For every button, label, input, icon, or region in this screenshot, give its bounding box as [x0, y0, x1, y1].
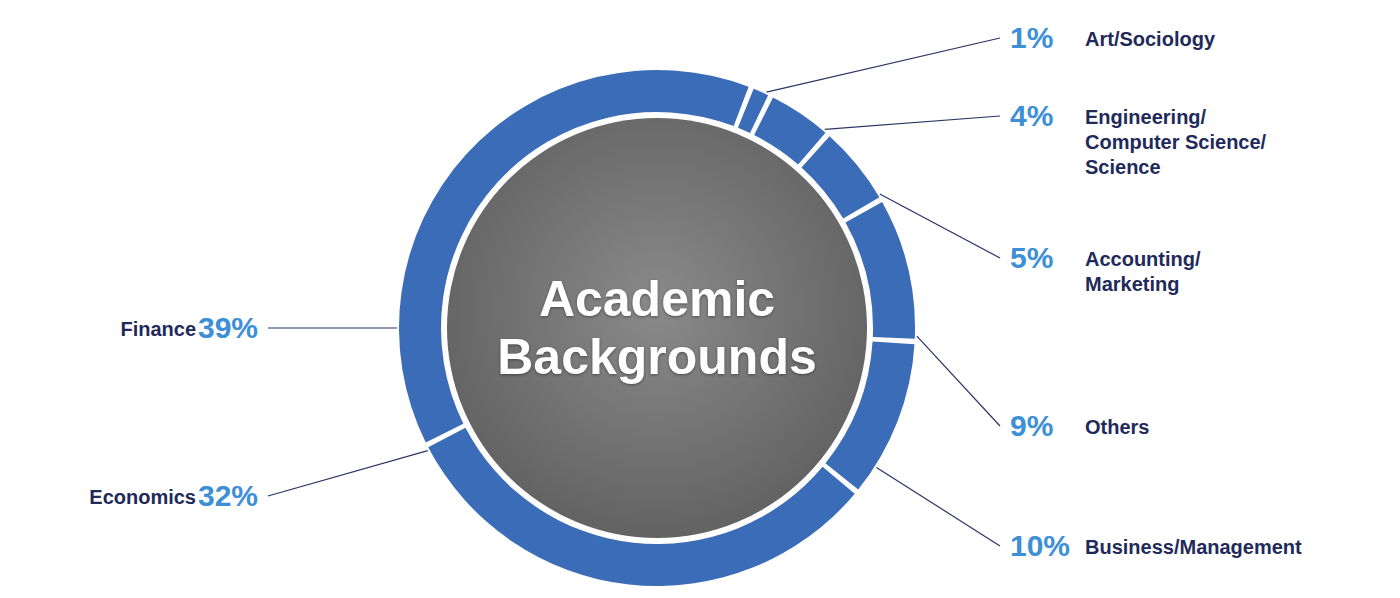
svg-text:4%: 4%: [1010, 99, 1053, 132]
svg-text:9%: 9%: [1010, 409, 1053, 442]
svg-text:Finance: Finance: [120, 318, 196, 340]
svg-text:Engineering/Computer Science/S: Engineering/Computer Science/Science: [1085, 106, 1267, 178]
svg-text:Accounting/Marketing: Accounting/Marketing: [1085, 248, 1201, 295]
svg-text:Others: Others: [1085, 416, 1149, 438]
svg-text:1%: 1%: [1010, 21, 1053, 54]
html-text:Academic Backgrounds: Academic Backgrounds: [497, 271, 817, 385]
svg-text:39%: 39%: [198, 311, 258, 344]
svg-text:10%: 10%: [1010, 529, 1070, 562]
svg-text:Business/Management: Business/Management: [1085, 536, 1302, 558]
svg-text:Economics: Economics: [89, 486, 196, 508]
svg-text:Art/Sociology: Art/Sociology: [1085, 28, 1216, 50]
svg-text:5%: 5%: [1010, 241, 1053, 274]
svg-text:32%: 32%: [198, 479, 258, 512]
